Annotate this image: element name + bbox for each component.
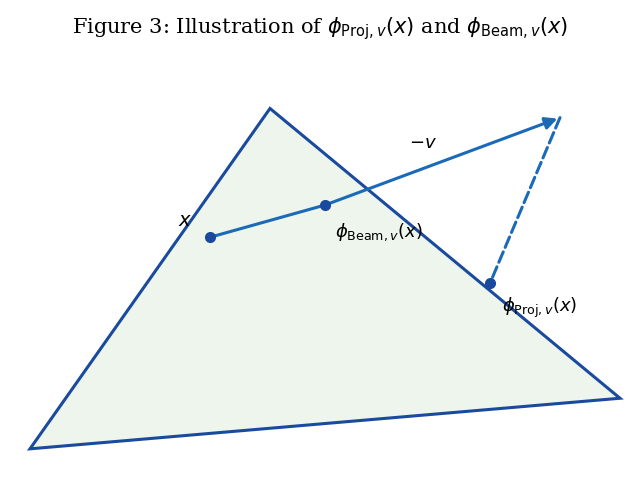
Text: Figure 3: Illustration of $\phi_{\mathrm{Proj},v}(x)$ and $\phi_{\mathrm{Beam},v: Figure 3: Illustration of $\phi_{\mathrm… bbox=[72, 15, 568, 41]
Text: $-v$: $-v$ bbox=[408, 134, 436, 152]
Text: $x$: $x$ bbox=[178, 212, 192, 230]
Text: $\phi_{\mathrm{Proj},v}(x)$: $\phi_{\mathrm{Proj},v}(x)$ bbox=[502, 296, 577, 320]
Polygon shape bbox=[30, 108, 620, 449]
Text: $\phi_{\mathrm{Beam},v}(x)$: $\phi_{\mathrm{Beam},v}(x)$ bbox=[335, 221, 423, 243]
